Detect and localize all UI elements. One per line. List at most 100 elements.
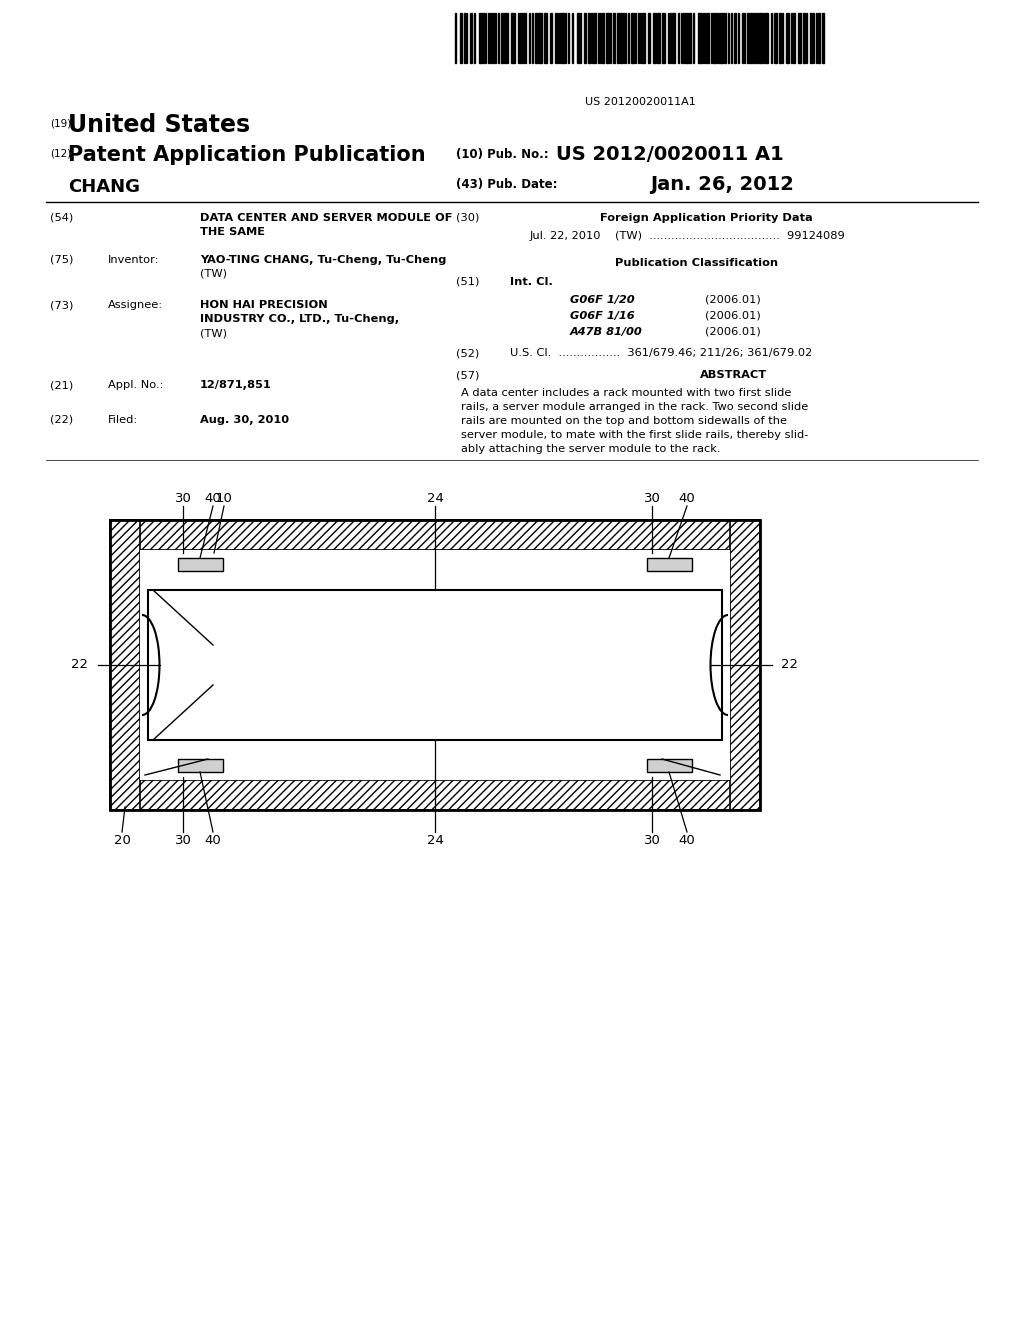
Bar — [689, 13, 691, 63]
Bar — [750, 13, 752, 63]
Bar — [803, 13, 805, 63]
Bar — [734, 13, 736, 63]
Text: (2006.01): (2006.01) — [705, 294, 761, 305]
Bar — [584, 13, 586, 63]
Text: 12/871,851: 12/871,851 — [200, 380, 271, 389]
Bar — [648, 13, 650, 63]
Text: ably attaching the server module to the rack.: ably attaching the server module to the … — [461, 444, 721, 454]
Text: (43) Pub. Date:: (43) Pub. Date: — [456, 178, 557, 191]
Bar — [588, 13, 590, 63]
Bar — [110, 780, 760, 810]
Text: (TW): (TW) — [200, 327, 227, 338]
Bar — [613, 13, 615, 63]
Text: (52): (52) — [456, 348, 479, 358]
Text: 20: 20 — [114, 833, 130, 846]
Bar — [460, 13, 462, 63]
Bar — [479, 13, 482, 63]
Bar — [746, 13, 749, 63]
Text: HON HAI PRECISION: HON HAI PRECISION — [200, 300, 328, 310]
Text: (2006.01): (2006.01) — [705, 312, 761, 321]
Bar — [561, 13, 564, 63]
Bar — [535, 13, 537, 63]
Text: rails are mounted on the top and bottom sidewalls of the: rails are mounted on the top and bottom … — [461, 416, 787, 426]
Text: 30: 30 — [643, 833, 660, 846]
Text: server module, to mate with the first slide rails, thereby slid-: server module, to mate with the first sl… — [461, 430, 808, 440]
Text: 24: 24 — [427, 491, 443, 504]
Text: 40: 40 — [679, 491, 695, 504]
Text: Aug. 30, 2010: Aug. 30, 2010 — [200, 414, 289, 425]
Text: (30): (30) — [456, 213, 479, 223]
Bar — [110, 520, 760, 550]
Text: (2006.01): (2006.01) — [705, 327, 761, 337]
Text: 40: 40 — [205, 833, 221, 846]
Bar — [753, 13, 755, 63]
Text: INDUSTRY CO., LTD., Tu-Cheng,: INDUSTRY CO., LTD., Tu-Cheng, — [200, 314, 399, 323]
Text: (51): (51) — [456, 277, 479, 286]
Bar — [707, 13, 709, 63]
Bar — [647, 558, 692, 572]
Bar — [672, 13, 675, 63]
Bar — [490, 13, 492, 63]
Bar — [822, 13, 824, 63]
Bar — [798, 13, 801, 63]
Bar — [606, 13, 609, 63]
Text: (19): (19) — [50, 117, 72, 128]
Text: Jan. 26, 2012: Jan. 26, 2012 — [650, 176, 794, 194]
Bar — [642, 13, 645, 63]
Bar — [793, 13, 795, 63]
Bar — [685, 13, 688, 63]
Text: G06F 1/20: G06F 1/20 — [570, 294, 635, 305]
Text: 30: 30 — [174, 491, 191, 504]
Text: Filed:: Filed: — [108, 414, 138, 425]
Text: 24: 24 — [427, 833, 443, 846]
Text: US 20120020011A1: US 20120020011A1 — [585, 96, 695, 107]
Text: 22: 22 — [72, 659, 88, 672]
Bar — [602, 13, 604, 63]
Bar — [501, 13, 503, 63]
Bar — [810, 13, 812, 63]
Text: 10: 10 — [216, 491, 232, 504]
Bar — [538, 13, 542, 63]
Text: (57): (57) — [456, 370, 479, 380]
Bar — [511, 13, 515, 63]
Bar — [577, 13, 579, 63]
Bar — [504, 13, 506, 63]
Text: Int. Cl.: Int. Cl. — [510, 277, 553, 286]
Text: Assignee:: Assignee: — [108, 300, 163, 310]
Bar — [713, 13, 716, 63]
Text: 40: 40 — [679, 833, 695, 846]
Bar — [786, 13, 790, 63]
Text: A47B 81/00: A47B 81/00 — [570, 327, 643, 337]
Text: Inventor:: Inventor: — [108, 255, 160, 265]
Text: YAO-TING CHANG, Tu-Cheng, Tu-Cheng: YAO-TING CHANG, Tu-Cheng, Tu-Cheng — [200, 255, 446, 265]
Bar — [178, 558, 223, 572]
Bar — [774, 13, 777, 63]
Text: 40: 40 — [205, 491, 221, 504]
Bar — [647, 759, 692, 772]
Text: Patent Application Publication: Patent Application Publication — [68, 145, 426, 165]
Text: DATA CENTER AND SERVER MODULE OF: DATA CENTER AND SERVER MODULE OF — [200, 213, 453, 223]
Text: (TW): (TW) — [200, 269, 227, 279]
Bar — [617, 13, 618, 63]
Text: (21): (21) — [50, 380, 74, 389]
Text: G06F 1/16: G06F 1/16 — [570, 312, 635, 321]
Text: rails, a server module arranged in the rack. Two second slide: rails, a server module arranged in the r… — [461, 403, 808, 412]
Bar — [110, 520, 140, 810]
Text: Publication Classification: Publication Classification — [615, 257, 778, 268]
Bar — [724, 13, 726, 63]
Bar — [544, 13, 547, 63]
Bar — [653, 13, 656, 63]
Bar — [779, 13, 781, 63]
Bar — [110, 520, 760, 810]
Bar — [148, 590, 722, 741]
Bar — [657, 13, 660, 63]
Bar — [140, 550, 730, 780]
Bar — [520, 13, 522, 63]
Bar — [593, 13, 596, 63]
Text: U.S. Cl.  .................  361/679.46; 211/26; 361/679.02: U.S. Cl. ................. 361/679.46; 2… — [510, 348, 812, 358]
Text: Appl. No.:: Appl. No.: — [108, 380, 164, 389]
Text: (12): (12) — [50, 148, 72, 158]
Bar — [698, 13, 702, 63]
Text: 22: 22 — [781, 659, 799, 672]
Bar — [719, 13, 723, 63]
